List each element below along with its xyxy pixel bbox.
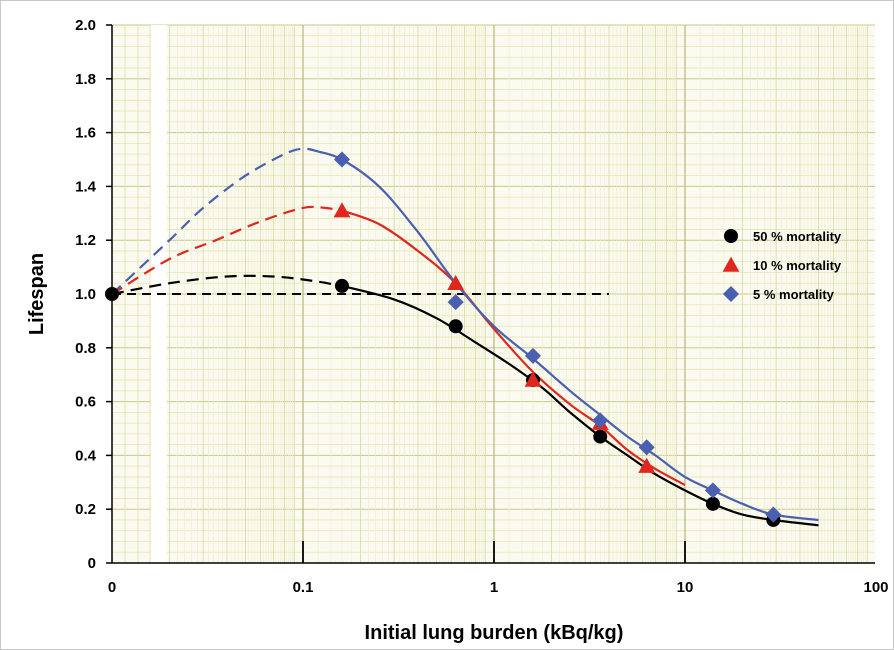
x-tick-label: 1	[490, 579, 498, 596]
y-tick-label: 0.8	[75, 340, 96, 357]
series-10pct-dashed-fit	[111, 205, 343, 295]
x-axis-title: Initial lung burden (kBq/kg)	[365, 622, 624, 644]
series-5pct-point	[524, 347, 542, 364]
series-10pct-point	[638, 457, 656, 473]
y-tick-label: 0.2	[75, 501, 96, 518]
legend-label-10pct: 10 % mortality	[753, 258, 842, 273]
series-10pct-point	[524, 371, 542, 387]
legend-label-50pct: 50 % mortality	[753, 229, 842, 244]
series-5pct-point	[704, 482, 721, 499]
y-tick-label: 2.0	[75, 17, 96, 34]
legend-marker-5pct	[722, 285, 740, 303]
series-5pct-point	[638, 439, 655, 456]
x-tick-label: 0	[108, 579, 116, 596]
x-tick-label: 0.1	[293, 579, 314, 596]
series-50pct-point	[448, 319, 463, 334]
series-50pct-dashed-fit	[111, 274, 343, 296]
marker-layer	[105, 151, 782, 527]
y-tick-label: 1.0	[75, 286, 96, 303]
y-tick-label: 1.4	[75, 178, 97, 195]
series-50pct-point	[705, 496, 720, 511]
series-5pct-point	[447, 294, 464, 311]
series-50pct-point	[593, 429, 608, 444]
y-tick-label: 1.6	[75, 125, 96, 142]
y-axis-title: Lifespan	[26, 253, 48, 335]
series-5pct-dashed-fit	[111, 147, 319, 295]
y-tick-label: 1.8	[75, 71, 96, 88]
legend: 50 % mortality 10 % mortality 5 % mortalit…	[722, 229, 842, 303]
y-tick-label: 1.2	[75, 232, 96, 249]
legend-marker-10pct	[722, 256, 740, 272]
series-50pct-point	[334, 278, 349, 293]
series-5pct-point	[765, 506, 782, 523]
y-tick-label: 0	[88, 555, 96, 572]
series-5pct-point	[333, 151, 351, 168]
series-10pct-point	[447, 274, 465, 290]
y-tick-label: 0.6	[75, 394, 96, 411]
series-5pct-fit-line	[317, 150, 819, 522]
y-tick-label: 0.4	[75, 447, 97, 464]
label-layer: 0 0.2 0.4 0.6 0.8 1.0 1.2 1.4 1.6 1.8 2.0 0 0.1 1 10 10…	[26, 17, 889, 644]
series-5pct-point	[592, 412, 609, 429]
x-tick-label: 100	[863, 579, 888, 596]
series-10pct-point	[333, 202, 351, 218]
series-50pct-point	[105, 287, 119, 301]
legend-label-5pct: 5 % mortality	[753, 287, 835, 302]
legend-marker-50pct	[724, 229, 738, 243]
x-tick-label: 10	[677, 579, 694, 596]
